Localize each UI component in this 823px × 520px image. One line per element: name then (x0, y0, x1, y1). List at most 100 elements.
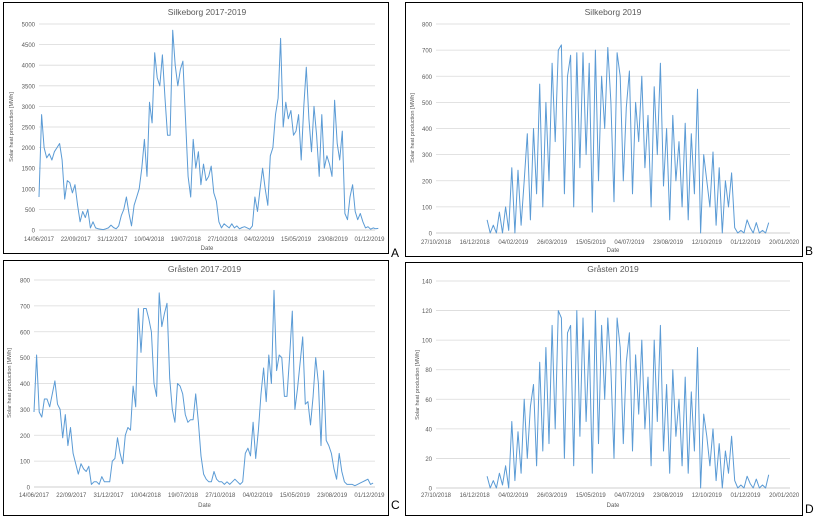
y-tick-label: 400 (20, 382, 31, 388)
x-tick-label: 31/12/2017 (94, 493, 125, 499)
x-tick-label: 19/07/2018 (168, 493, 199, 499)
chart-title: Silkeborg 2019 (585, 7, 642, 17)
x-tick-label: 23/08/2019 (653, 493, 684, 499)
x-tick-label: 19/07/2018 (171, 237, 202, 243)
y-tick-label: 600 (422, 75, 433, 81)
x-tick-label: 01/12/2019 (730, 493, 761, 499)
y-tick-label: 4500 (22, 43, 36, 49)
x-tick-label: 27/10/2018 (208, 237, 239, 243)
y-tick-label: 400 (422, 127, 433, 133)
x-tick-label: 23/08/2019 (318, 237, 349, 243)
x-tick-label: 20/01/2020 (769, 493, 800, 499)
x-tick-label: 26/03/2019 (537, 240, 568, 246)
y-tick-label: 600 (20, 330, 31, 336)
panel-a-frame (3, 2, 389, 254)
panel-b-frame (405, 2, 803, 257)
y-tick-label: 20 (425, 457, 432, 463)
panel-letter-b: B (805, 244, 814, 258)
x-tick-label: 23/08/2019 (317, 493, 348, 499)
x-tick-label: 15/05/2019 (576, 493, 607, 499)
x-tick-label: 04/02/2019 (244, 237, 275, 243)
x-tick-label: 22/09/2017 (56, 493, 87, 499)
y-tick-label: 0 (27, 486, 31, 492)
x-tick-label: 10/04/2018 (131, 493, 162, 499)
chart-title: Silkeborg 2017-2019 (168, 7, 247, 17)
y-tick-label: 2000 (22, 146, 36, 152)
y-tick-label: 5000 (22, 23, 36, 29)
series-line (486, 44, 770, 234)
x-tick-label: 15/05/2019 (281, 237, 312, 243)
y-tick-label: 100 (422, 205, 433, 211)
y-tick-label: 1500 (22, 167, 36, 173)
panel-letter-a: A (391, 246, 400, 260)
y-tick-label: 700 (20, 304, 31, 310)
y-tick-label: 300 (20, 408, 31, 414)
x-tick-label: 22/09/2017 (61, 237, 92, 243)
x-axis-title: Date (201, 246, 214, 252)
y-axis-title: Solar heat production [MWh] (415, 350, 421, 420)
panel-letter-d: D (805, 502, 814, 516)
y-axis-title: Solar heat production [MWh] (9, 92, 15, 162)
x-tick-label: 12/10/2019 (692, 240, 723, 246)
series-line (486, 310, 770, 489)
x-tick-label: 15/05/2019 (576, 240, 607, 246)
y-tick-label: 4000 (22, 64, 36, 70)
series-line (33, 289, 374, 487)
y-tick-label: 0 (429, 487, 433, 493)
y-axis-title: Solar heat production [MWh] (410, 93, 416, 163)
x-tick-label: 04/02/2019 (498, 493, 529, 499)
y-tick-label: 140 (422, 280, 433, 286)
chart-title: Gråsten 2017-2019 (168, 264, 242, 274)
y-tick-label: 500 (25, 208, 36, 214)
x-axis-title: Date (607, 248, 620, 254)
y-tick-label: 3500 (22, 84, 36, 90)
y-tick-label: 500 (20, 356, 31, 362)
x-tick-label: 01/12/2019 (354, 237, 385, 243)
x-tick-label: 27/10/2018 (205, 493, 236, 499)
x-tick-label: 16/12/2018 (460, 493, 491, 499)
y-tick-label: 60 (425, 398, 432, 404)
x-tick-label: 27/10/2018 (421, 240, 452, 246)
y-tick-label: 120 (422, 309, 433, 315)
x-axis-title: Date (607, 503, 620, 509)
y-tick-label: 0 (32, 229, 36, 235)
y-tick-label: 800 (422, 23, 433, 29)
x-tick-label: 12/10/2019 (692, 493, 723, 499)
x-tick-label: 23/08/2019 (653, 240, 684, 246)
x-tick-label: 26/03/2019 (537, 493, 568, 499)
series-line (38, 29, 379, 231)
y-tick-label: 700 (422, 49, 433, 55)
x-tick-label: 14/06/2017 (19, 493, 50, 499)
chart-title: Gråsten 2019 (587, 264, 639, 274)
y-tick-label: 800 (20, 279, 31, 285)
x-tick-label: 01/12/2019 (354, 493, 385, 499)
x-tick-label: 31/12/2017 (97, 237, 128, 243)
x-tick-label: 14/06/2017 (24, 237, 55, 243)
x-tick-label: 04/02/2019 (498, 240, 529, 246)
y-tick-label: 0 (429, 232, 433, 238)
y-tick-label: 1000 (22, 187, 36, 193)
x-tick-label: 20/01/2020 (769, 240, 800, 246)
x-tick-label: 04/02/2019 (243, 493, 274, 499)
y-tick-label: 2500 (22, 126, 36, 132)
y-tick-label: 100 (20, 460, 31, 466)
x-tick-label: 04/07/2019 (614, 240, 645, 246)
x-tick-label: 01/12/2019 (730, 240, 761, 246)
y-tick-label: 200 (422, 179, 433, 185)
panel-letter-c: C (391, 498, 400, 512)
y-tick-label: 500 (422, 101, 433, 107)
y-tick-label: 80 (425, 368, 432, 374)
x-tick-label: 10/04/2018 (134, 237, 165, 243)
x-tick-label: 16/12/2018 (460, 240, 491, 246)
x-tick-label: 27/10/2018 (421, 493, 452, 499)
y-tick-label: 100 (422, 339, 433, 345)
y-tick-label: 200 (20, 434, 31, 440)
x-axis-title: Date (198, 503, 211, 509)
y-tick-label: 300 (422, 153, 433, 159)
y-tick-label: 3000 (22, 105, 36, 111)
x-tick-label: 04/07/2019 (614, 493, 645, 499)
y-tick-label: 40 (425, 427, 432, 433)
x-tick-label: 15/05/2019 (280, 493, 311, 499)
y-axis-title: Solar heat production [MWh] (7, 348, 13, 418)
